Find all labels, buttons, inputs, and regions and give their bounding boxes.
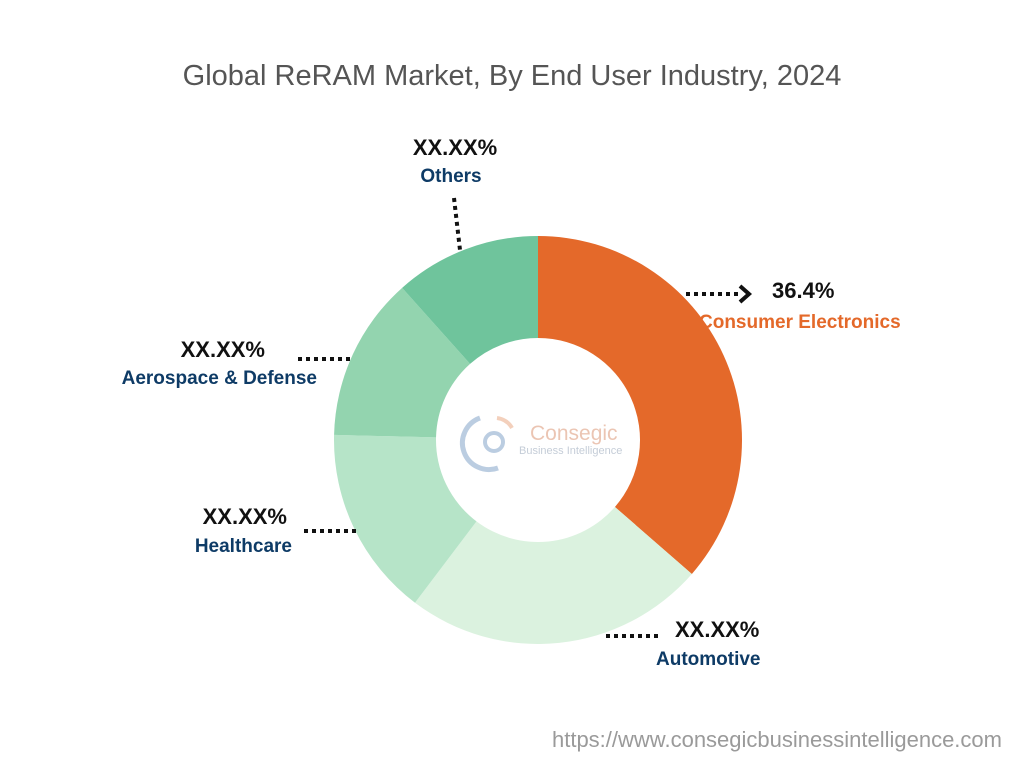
- category-label-healthcare: Healthcare: [195, 536, 292, 557]
- category-label-consumer-electronics: Consumer Electronics: [699, 312, 901, 333]
- chart-title: Global ReRAM Market, By End User Industr…: [183, 60, 842, 92]
- slice-automotive: [415, 506, 692, 644]
- footer-url[interactable]: https://www.consegicbusinessintelligence…: [552, 727, 1002, 752]
- arrow-icon: [738, 284, 753, 304]
- logo-sub: Business Intelligence: [519, 445, 622, 457]
- logo-arc: [459, 415, 499, 473]
- consegic-logo: Consegic Business Intelligence: [459, 415, 622, 473]
- data-label-consumer-electronics: 36.4%: [772, 278, 834, 303]
- logo-b: [483, 431, 505, 453]
- data-label-automotive: XX.XX%: [675, 617, 759, 642]
- data-label-aerospace-defense: XX.XX%: [181, 337, 265, 362]
- slice-others: [402, 236, 538, 364]
- slice-healthcare: [334, 434, 477, 603]
- slice-aerospace-defense: [334, 287, 471, 438]
- data-label-healthcare: XX.XX%: [203, 504, 287, 529]
- category-label-automotive: Automotive: [656, 649, 761, 670]
- data-label-others: XX.XX%: [413, 135, 497, 160]
- category-label-others: Others: [420, 166, 481, 187]
- logo-brand: Consegic: [530, 422, 618, 445]
- category-label-aerospace-defense: Aerospace & Defense: [122, 368, 317, 389]
- logo-arc-accent: [496, 416, 514, 430]
- leader-line-others: [452, 197, 462, 251]
- slice-consumer-electronics: [538, 236, 742, 574]
